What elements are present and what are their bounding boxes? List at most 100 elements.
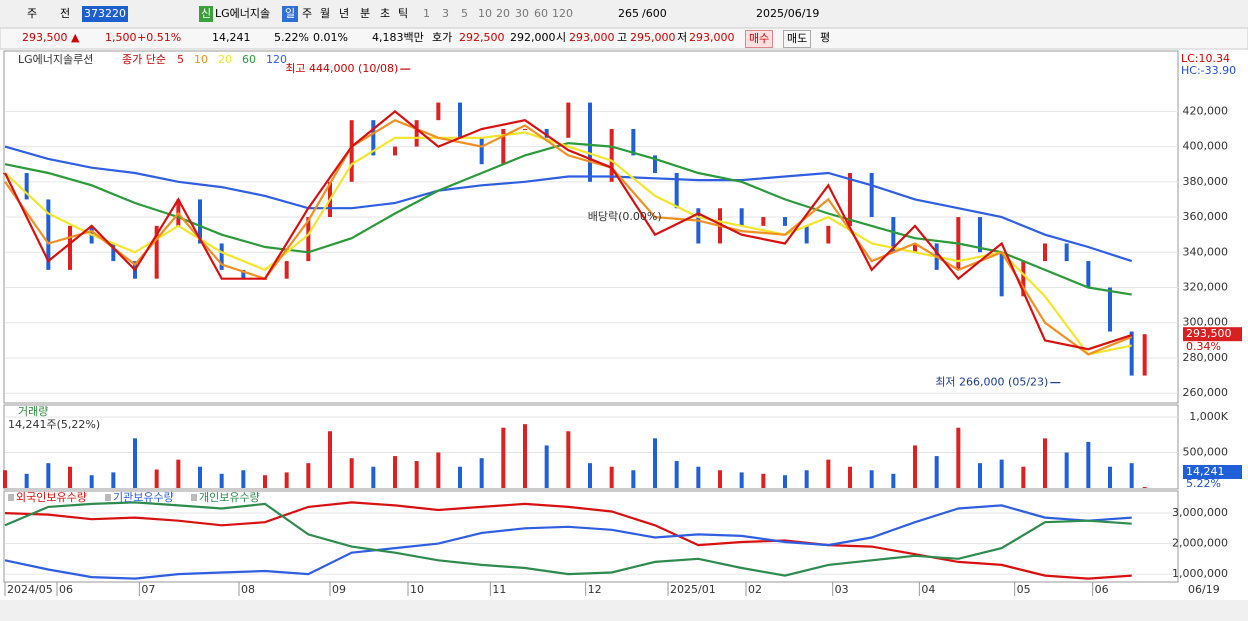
toolbar-item[interactable]: 주 [302, 7, 313, 20]
info-item[interactable]: 5.22% [274, 31, 309, 44]
info-item[interactable]: 평 [820, 31, 831, 44]
info-item[interactable]: 호가 [432, 31, 453, 44]
toolbar-item[interactable]: 년 [339, 7, 350, 20]
volume-bar [349, 458, 354, 488]
toolbar-item[interactable]: 1 [423, 7, 430, 20]
candle [869, 173, 874, 218]
series-line [4, 501, 1132, 580]
y-tick-label: 280,000 [1183, 351, 1229, 364]
toolbar-item[interactable]: 2025/06/19 [756, 7, 820, 20]
volume-bar [826, 459, 831, 488]
candle [1086, 261, 1091, 288]
toolbar-item[interactable]: /600 [642, 7, 667, 20]
candle [913, 243, 917, 253]
x-tick-label: 08 [241, 583, 255, 596]
candle [479, 137, 484, 165]
candle [393, 146, 397, 156]
info-item[interactable]: 293,500 ▲ [22, 31, 80, 44]
info-item[interactable]: 매도 [783, 30, 812, 48]
toolbar-item[interactable]: LG에너지솔 [215, 7, 271, 20]
volume-bar [1043, 438, 1047, 488]
toolbar-item[interactable]: 분 [360, 7, 371, 20]
candle [631, 128, 636, 156]
panel-title: 거래량 [18, 405, 48, 418]
legend-prefix: 종가 단순 [122, 53, 166, 66]
info-item[interactable]: 시 [556, 31, 567, 44]
candle [826, 225, 831, 244]
x-tick-label: 03 [835, 583, 849, 596]
info-item[interactable]: 1,500 [105, 31, 137, 44]
info-item[interactable]: 0.01% [313, 31, 348, 44]
info-item[interactable]: 293,000 [569, 31, 615, 44]
legend-entry: 5 [177, 53, 184, 66]
info-item[interactable]: 293,000 [689, 31, 735, 44]
x-tick-label: 10 [410, 583, 424, 596]
info-item[interactable]: 4,183백만 [372, 31, 424, 44]
infobar-bg [0, 27, 1248, 50]
legend-swatch [191, 494, 197, 501]
legend-swatch [105, 494, 111, 501]
candle [1108, 287, 1112, 332]
volume-bar [1108, 466, 1112, 488]
info-item[interactable]: 매수 [745, 30, 774, 48]
volume-bar [869, 470, 874, 488]
toolbar-item[interactable]: 전 [60, 7, 71, 20]
info-item[interactable]: 292,500 [459, 31, 505, 44]
volume-bar [934, 456, 939, 488]
panel-title: LG에너지솔루션 [18, 53, 93, 66]
toolbar-item[interactable]: 20 [496, 7, 510, 20]
volume-bar [241, 470, 246, 488]
toolbar-item[interactable]: 5 [461, 7, 468, 20]
toolbar-item[interactable]: 60 [534, 7, 548, 20]
toolbar-item[interactable]: 373220 [82, 6, 128, 22]
toolbar-item[interactable]: 틱 [398, 7, 409, 20]
candle [674, 173, 679, 209]
candle [999, 252, 1004, 297]
hc-label: HC:-33.90 [1181, 64, 1236, 77]
toolbar-item[interactable]: 월 [320, 7, 331, 20]
volume-bar [848, 466, 852, 488]
volume-bar [609, 466, 614, 488]
volume-bar [501, 427, 506, 488]
volume-bar [653, 438, 657, 488]
toolbar-item[interactable]: 일 [282, 6, 299, 22]
series-line [4, 145, 1133, 263]
legend-entry: 60 [242, 53, 256, 66]
volume-bar [3, 470, 7, 488]
candle [1129, 331, 1134, 376]
candle [783, 217, 787, 226]
scrollbar[interactable] [0, 600, 1248, 621]
toolbar-item[interactable]: 265 [618, 7, 639, 20]
toolbar-item[interactable]: 주 [27, 7, 38, 20]
info-item[interactable]: 295,000 [630, 31, 676, 44]
last-volume-ratio: 5.22% [1186, 477, 1221, 490]
info-item[interactable]: 저 [677, 31, 688, 44]
volume-bar [89, 475, 94, 488]
candle [566, 102, 571, 138]
info-item[interactable]: 14,241 [212, 31, 251, 44]
volume-bar [804, 470, 809, 488]
x-tick-label: 07 [141, 583, 155, 596]
info-item[interactable]: 292,000 [510, 31, 556, 44]
toolbar-item[interactable]: 120 [552, 7, 573, 20]
toolbar-item[interactable]: 초 [380, 7, 391, 20]
toolbar-item[interactable]: 10 [478, 7, 492, 20]
candle [523, 128, 527, 130]
volume-bar [718, 470, 722, 488]
info-item[interactable]: +0.51% [137, 31, 182, 44]
toolbar-item[interactable]: 30 [515, 7, 529, 20]
candle [1021, 261, 1026, 297]
annotation: 배당락(0.00%) [588, 210, 662, 223]
info-item[interactable]: 고 [617, 31, 628, 44]
volume-bar [111, 472, 116, 488]
volume-bar [999, 459, 1004, 488]
volume-bar [219, 473, 224, 488]
volume-bar [133, 438, 137, 488]
toolbar-item[interactable]: 3 [442, 7, 449, 20]
volume-bar [46, 463, 51, 488]
volume-bar [24, 473, 29, 488]
volume-bar [1064, 452, 1069, 488]
volume-bar [739, 472, 744, 488]
toolbar-item[interactable]: 신 [199, 6, 214, 22]
y-tick-label: 500,000 [1183, 446, 1229, 459]
